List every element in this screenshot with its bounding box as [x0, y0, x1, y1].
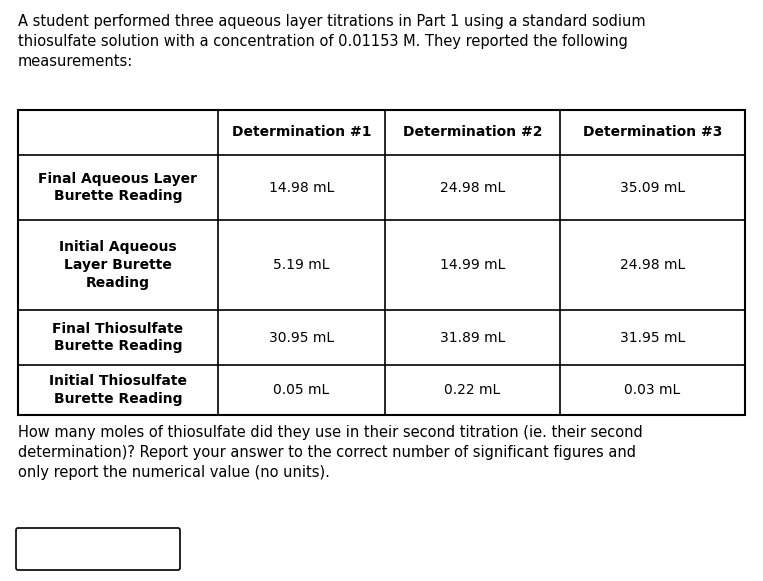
Text: 14.98 mL: 14.98 mL — [269, 181, 334, 195]
Text: 35.09 mL: 35.09 mL — [620, 181, 685, 195]
Bar — [18, 110, 745, 415]
Text: Final Thiosulfate
Burette Reading: Final Thiosulfate Burette Reading — [53, 321, 184, 353]
Text: Final Aqueous Layer
Burette Reading: Final Aqueous Layer Burette Reading — [38, 171, 198, 203]
Text: 5.19 mL: 5.19 mL — [273, 258, 330, 272]
Text: 31.95 mL: 31.95 mL — [620, 331, 685, 345]
Text: 14.99 mL: 14.99 mL — [439, 258, 505, 272]
Text: 0.03 mL: 0.03 mL — [624, 383, 681, 397]
Text: Determination #2: Determination #2 — [403, 125, 542, 139]
Text: A student performed three aqueous layer titrations in Part 1 using a standard so: A student performed three aqueous layer … — [18, 14, 645, 69]
Text: 24.98 mL: 24.98 mL — [620, 258, 685, 272]
Text: Initial Thiosulfate
Burette Reading: Initial Thiosulfate Burette Reading — [49, 374, 187, 406]
FancyBboxPatch shape — [16, 528, 180, 570]
Text: 30.95 mL: 30.95 mL — [269, 331, 334, 345]
Text: How many moles of thiosulfate did they use in their second titration (ie. their : How many moles of thiosulfate did they u… — [18, 425, 642, 479]
Text: Determination #1: Determination #1 — [232, 125, 372, 139]
Text: Initial Aqueous
Layer Burette
Reading: Initial Aqueous Layer Burette Reading — [60, 240, 177, 290]
Text: Determination #3: Determination #3 — [583, 125, 723, 139]
Text: 0.05 mL: 0.05 mL — [273, 383, 330, 397]
Text: 31.89 mL: 31.89 mL — [439, 331, 505, 345]
Text: 0.22 mL: 0.22 mL — [444, 383, 501, 397]
Text: 24.98 mL: 24.98 mL — [440, 181, 505, 195]
